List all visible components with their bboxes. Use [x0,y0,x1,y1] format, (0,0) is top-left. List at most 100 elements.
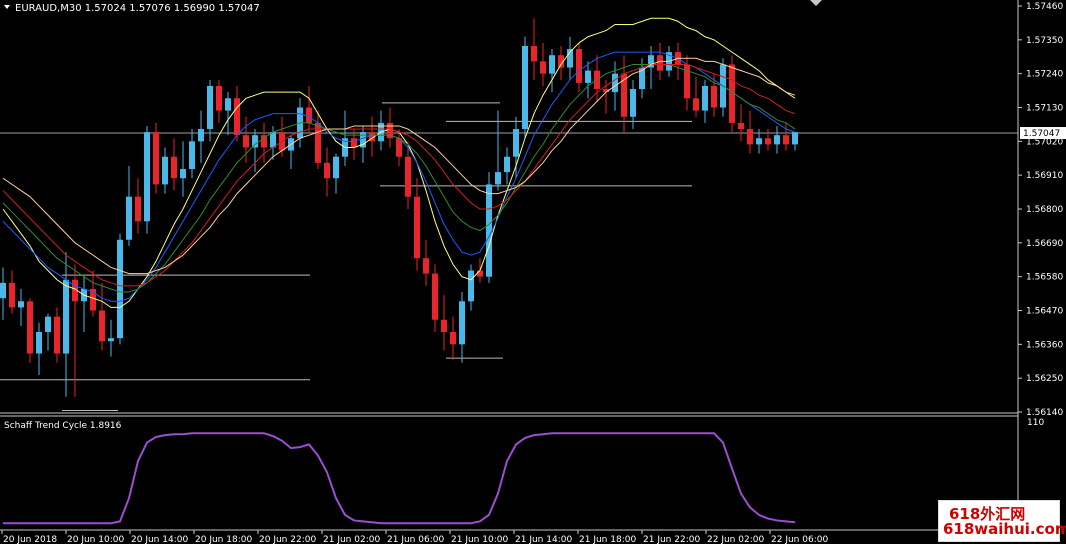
candle-body[interactable] [729,64,735,123]
candle-body[interactable] [9,282,15,308]
time-tick-label: 22 Jun 02:00 [707,535,764,544]
candle-body[interactable] [198,129,204,142]
candle-body[interactable] [648,55,654,68]
candle-body[interactable] [783,135,789,145]
candle-body[interactable] [567,49,573,68]
candle-body[interactable] [108,338,114,342]
candle-body[interactable] [153,132,159,185]
candle-body[interactable] [414,196,420,259]
candle-body[interactable] [180,169,186,179]
candle-body[interactable] [63,279,69,354]
candle-body[interactable] [207,85,213,130]
candle-body[interactable] [585,70,591,83]
candle-body[interactable] [306,107,312,123]
price-tick-label: 1.56470 [1026,307,1063,317]
candle-body[interactable] [225,98,231,111]
candle-body[interactable] [441,319,447,333]
price-tick-label: 1.56800 [1026,205,1063,215]
candle-body[interactable] [99,310,105,342]
candle-body[interactable] [639,67,645,90]
candle-body[interactable] [324,162,330,179]
candle-body[interactable] [18,301,24,308]
candle-body[interactable] [252,135,258,148]
candle-body[interactable] [387,122,393,139]
candle-body[interactable] [738,122,744,130]
candle-body[interactable] [531,45,537,62]
candle-body[interactable] [360,132,366,148]
candle-body[interactable] [144,132,150,222]
candle-body[interactable] [513,129,519,157]
candle-body[interactable] [549,55,555,74]
candle-body[interactable] [171,156,177,179]
price-tick-label: 1.56360 [1026,340,1063,350]
candle-body[interactable] [747,129,753,145]
indicator-top-value: 110 [1027,418,1044,428]
candle-body[interactable] [117,239,123,339]
candle-body[interactable] [621,73,627,117]
candle-body[interactable] [189,141,195,170]
candle-body[interactable] [540,61,546,74]
time-tick-label: 20 Jun 10:00 [67,535,124,544]
price-tick-label: 1.57240 [1026,70,1063,80]
candle-body[interactable] [630,89,636,117]
candle-body[interactable] [495,172,501,185]
candle-body[interactable] [135,196,141,222]
current-price-label: 1.57047 [1023,129,1060,139]
price-tick-label: 1.57130 [1026,104,1063,114]
candle-body[interactable] [693,98,699,111]
candle-body[interactable] [126,196,132,240]
candle-body[interactable] [234,98,240,136]
candle-body[interactable] [504,156,510,173]
candle-body[interactable] [765,138,771,145]
candle-body[interactable] [774,135,780,145]
time-tick-label: 21 Jun 14:00 [515,535,572,544]
candle-body[interactable] [270,132,276,148]
candle-body[interactable] [369,132,375,142]
candle-body[interactable] [162,156,168,185]
candle-body[interactable] [459,301,465,345]
candle-body[interactable] [36,332,42,354]
candle-body[interactable] [0,282,6,299]
candle-body[interactable] [333,156,339,179]
candle-body[interactable] [612,73,618,93]
candle-body[interactable] [432,273,438,320]
candle-body[interactable] [216,85,222,111]
dropdown-arrow-icon[interactable] [4,5,10,9]
scroll-marker-icon[interactable] [810,0,822,6]
candle-body[interactable] [522,45,528,130]
candle-body[interactable] [468,270,474,302]
time-tick-label: 21 Jun 18:00 [579,535,636,544]
time-tick-label: 20 Jun 22:00 [259,535,316,544]
candle-body[interactable] [603,89,609,93]
candle-body[interactable] [27,301,33,354]
candle-body[interactable] [450,332,456,345]
candle-body[interactable] [792,132,798,145]
candle-body[interactable] [54,316,60,354]
candle-body[interactable] [351,138,357,148]
indicator-label: Schaff Trend Cycle 1.8916 [4,421,122,431]
candle-body[interactable] [657,55,663,71]
candle-body[interactable] [684,64,690,99]
time-tick-label: 20 Jun 2018 [3,535,57,544]
candle-body[interactable] [423,258,429,274]
candle-body[interactable] [405,156,411,197]
candle-body[interactable] [396,138,402,157]
price-tick-label: 1.56580 [1026,273,1063,283]
candle-body[interactable] [72,279,78,302]
candle-body[interactable] [261,135,267,148]
candle-body[interactable] [576,49,582,83]
candle-body[interactable] [756,138,762,145]
candle-body[interactable] [315,122,321,163]
moving-average-line [2,57,796,275]
candle-body[interactable] [486,184,492,277]
candle-body[interactable] [45,316,51,333]
candle-body[interactable] [90,288,96,311]
candle-body[interactable] [711,85,717,108]
candle-body[interactable] [243,135,249,148]
candle-body[interactable] [702,85,708,111]
time-tick-label: 21 Jun 10:00 [451,535,508,544]
candle-body[interactable] [477,270,483,277]
candle-body[interactable] [558,55,564,68]
time-tick-label: 21 Jun 06:00 [387,535,444,544]
